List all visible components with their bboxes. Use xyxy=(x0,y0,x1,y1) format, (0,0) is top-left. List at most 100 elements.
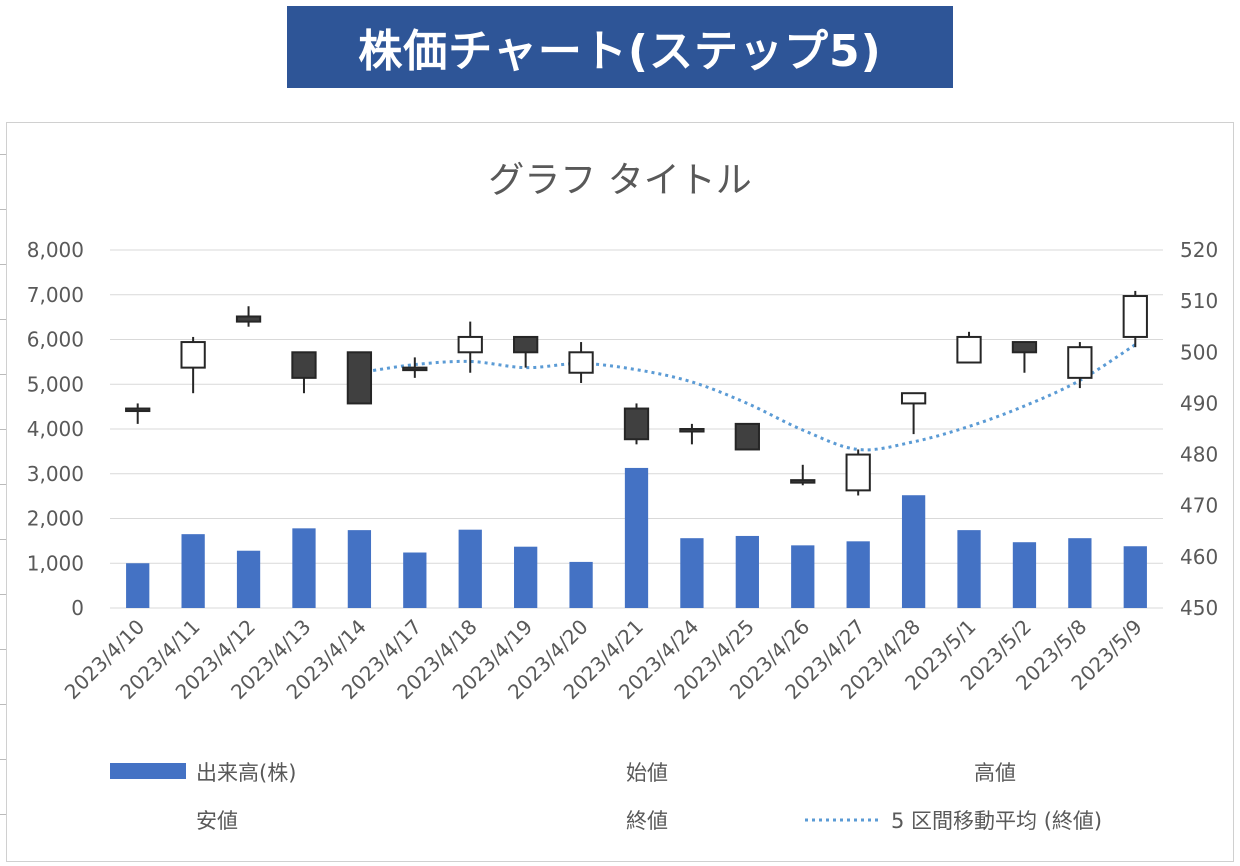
candle-body-up xyxy=(845,453,871,492)
candle xyxy=(180,336,206,394)
candle xyxy=(1122,290,1148,348)
left-tick-label: 8,000 xyxy=(27,238,84,262)
candle xyxy=(513,335,539,368)
candle xyxy=(125,403,151,424)
spreadsheet-edge xyxy=(0,100,8,866)
right-tick-label: 490 xyxy=(1180,391,1218,415)
volume-bar xyxy=(347,530,372,608)
candle xyxy=(845,449,871,496)
volume-bar xyxy=(1068,538,1092,608)
legend-label: 高値 xyxy=(974,761,1016,785)
x-axis-labels: 2023/4/102023/4/112023/4/122023/4/132023… xyxy=(60,615,1147,704)
volume-bar xyxy=(126,563,150,608)
candle-body-up xyxy=(900,392,927,405)
candle-body-up xyxy=(568,351,594,374)
left-tick-label: 3,000 xyxy=(27,462,84,486)
candle-body-up xyxy=(457,335,483,354)
candle xyxy=(568,342,594,383)
candle xyxy=(790,464,816,486)
candle-body-up xyxy=(956,335,982,364)
legend-label: 安値 xyxy=(196,809,238,833)
legend-item: 高値 xyxy=(974,761,1016,785)
candle xyxy=(1067,342,1093,389)
volume-bar xyxy=(403,552,427,608)
left-tick-label: 4,000 xyxy=(27,417,84,441)
volume-bar xyxy=(846,541,870,608)
left-tick-label: 1,000 xyxy=(27,551,84,575)
left-axis: 0 1,000 2,000 3,000 4,000 5,000 6,000 7,000 8,00… xyxy=(27,238,84,620)
legend-label: 出来高(株) xyxy=(196,761,296,785)
candle-body-down xyxy=(679,428,705,433)
candle xyxy=(623,403,650,445)
volume-bar xyxy=(624,467,649,608)
candle-body-down xyxy=(790,479,816,484)
page-title: 株価チャート(ステップ5) xyxy=(358,26,882,77)
legend-item: 5 区間移動平均 (終値) xyxy=(805,809,1102,833)
chart-area[interactable] xyxy=(6,122,1234,862)
moving-average-line xyxy=(359,343,1137,452)
right-tick-label: 520 xyxy=(1180,238,1218,262)
candle-series[interactable] xyxy=(125,290,1148,496)
volume-bar xyxy=(569,561,593,608)
candle-body-down xyxy=(291,351,317,379)
candle-body-down xyxy=(623,407,650,441)
legend-item: 始値 xyxy=(626,761,668,785)
left-tick-label: 2,000 xyxy=(27,507,84,531)
candle-body-up xyxy=(180,341,206,369)
volume-bar xyxy=(735,535,759,608)
right-tick-label: 460 xyxy=(1180,545,1218,569)
volume-series[interactable] xyxy=(126,467,1147,608)
legend-label: 終値 xyxy=(626,809,668,833)
legend-item: 出来高(株) xyxy=(110,761,296,785)
candle-body-down xyxy=(235,315,262,323)
volume-bar xyxy=(957,530,981,608)
candle-body-up xyxy=(1067,346,1093,379)
candle xyxy=(402,357,428,378)
right-tick-label: 480 xyxy=(1180,443,1218,467)
candle-body-down xyxy=(346,351,373,405)
volume-bar xyxy=(236,550,261,608)
candle xyxy=(291,351,317,394)
legend-label: 5 区間移動平均 (終値) xyxy=(891,809,1102,833)
legend-item: 終値 xyxy=(626,809,668,833)
volume-bar xyxy=(791,545,815,608)
candle-body-down xyxy=(1011,341,1038,354)
candle xyxy=(956,331,982,364)
candle-body-down xyxy=(125,407,151,413)
right-tick-label: 510 xyxy=(1180,289,1218,313)
candle xyxy=(457,321,483,373)
left-tick-label: 6,000 xyxy=(27,328,84,352)
right-tick-label: 450 xyxy=(1180,596,1218,620)
volume-bar xyxy=(514,546,538,608)
page-banner: 株価チャート(ステップ5) xyxy=(287,6,953,88)
volume-bar xyxy=(680,538,704,608)
candle xyxy=(734,422,760,451)
right-tick-label: 500 xyxy=(1180,340,1218,364)
left-tick-label: 7,000 xyxy=(27,283,84,307)
chart-title[interactable]: グラフ タイトル xyxy=(488,160,751,201)
candle xyxy=(346,351,373,405)
candle-body-down xyxy=(513,335,539,354)
volume-bar xyxy=(458,529,482,608)
volume-bar xyxy=(901,495,926,608)
candle xyxy=(679,423,705,445)
right-axis: 450 460 470 480 490 500 510 520 xyxy=(1180,238,1218,620)
volume-bar xyxy=(181,534,205,608)
candle-body-up xyxy=(1122,295,1148,338)
moving-average-series[interactable] xyxy=(359,343,1137,452)
left-tick-label: 0 xyxy=(71,596,84,620)
volume-bar xyxy=(1012,542,1037,608)
volume-bar xyxy=(1123,546,1147,608)
candle-body-down xyxy=(734,422,760,451)
candle-body-down xyxy=(402,366,428,372)
candle xyxy=(1011,341,1038,373)
right-tick-label: 470 xyxy=(1180,494,1218,518)
legend-label: 始値 xyxy=(626,761,668,785)
legend-swatch-volume xyxy=(110,763,186,779)
left-tick-label: 5,000 xyxy=(27,372,84,396)
legend-item: 安値 xyxy=(196,809,238,833)
candle xyxy=(235,306,262,327)
volume-bar xyxy=(292,528,316,608)
